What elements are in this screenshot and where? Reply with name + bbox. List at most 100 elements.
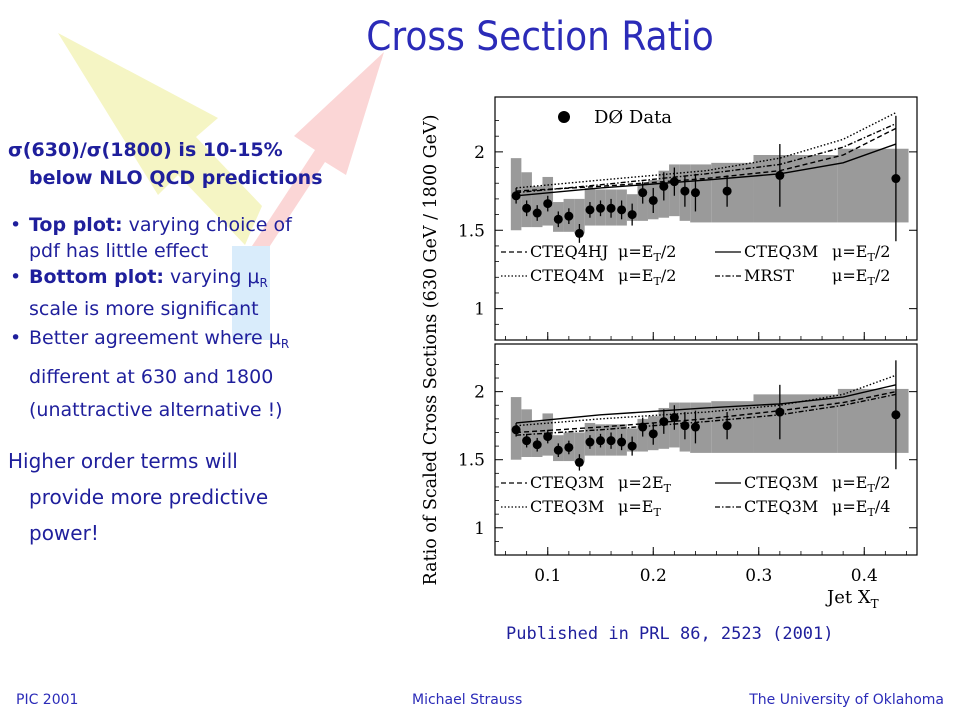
mu-r-subscript: R	[259, 276, 268, 290]
legend-label: MRST	[744, 266, 794, 285]
data-point	[543, 432, 553, 442]
data-point	[648, 195, 658, 205]
publication-reference: Published in PRL 86, 2523 (2001)	[506, 624, 834, 644]
bullet-top-plot-rest: varying choice of	[122, 214, 292, 236]
data-point	[617, 437, 627, 447]
legend-mu-subscript: T	[653, 275, 661, 288]
legend-label: CTEQ4M	[530, 266, 604, 285]
x-tick-label: 0.3	[745, 566, 772, 586]
data-point	[574, 228, 584, 238]
data-point	[511, 425, 521, 435]
x-tick-label: 0.4	[851, 566, 878, 586]
bullet-bottom-plot: Bottom plot: varying μR scale is more si…	[8, 264, 408, 322]
systematic-band-bin	[711, 401, 754, 453]
y-tick-label: 2	[474, 383, 485, 403]
data-point	[553, 214, 563, 224]
systematic-band-bin	[837, 148, 909, 223]
legend-mu-subscript: T	[653, 251, 661, 264]
legend-mu-subscript: T	[867, 275, 875, 288]
higher-line-3: power!	[29, 521, 99, 545]
data-point	[627, 210, 637, 220]
data-point	[690, 422, 700, 432]
legend-label: CTEQ3M	[530, 497, 604, 516]
left-text-column: σ(630)/σ(1800) is 10-15% below NLO QCD p…	[8, 136, 408, 551]
legend-mu-tail: /4	[875, 497, 891, 516]
footer-conference: PIC 2001	[16, 692, 79, 708]
data-point	[638, 422, 648, 432]
legend-mu: μ=ET/2	[832, 266, 890, 288]
point-sigma-ratio: σ(630)/σ(1800) is 10-15% below NLO QCD p…	[8, 136, 408, 192]
y-axis-label: Ratio of Scaled Cross Sections (630 GeV …	[421, 115, 441, 586]
data-point	[543, 199, 553, 209]
bullet-better-agreement-line2: different at 630 and 1800	[29, 366, 274, 388]
data-point	[680, 186, 690, 196]
x-axis-label: Jet XT	[825, 587, 879, 611]
y-tick-label: 1.5	[458, 451, 485, 471]
data-point	[596, 203, 605, 213]
legend-mu-tail: /2	[661, 242, 677, 261]
data-point	[617, 205, 627, 215]
higher-line-2: provide more predictive	[29, 485, 269, 509]
data-point	[638, 188, 648, 198]
theory-curve-dashed	[516, 390, 897, 434]
theory-curve-dashdot	[516, 123, 897, 194]
data-point	[659, 181, 669, 191]
legend-mu: μ=ET/2	[832, 473, 890, 495]
legend-mu-tail: /2	[875, 242, 891, 261]
data-point	[606, 436, 616, 446]
bullet-better-agreement-text: Better agreement where μ	[29, 327, 281, 349]
higher-order-note: Higher order terms will provide more pre…	[8, 443, 408, 551]
bullet-bottom-plot-rest: varying μ	[164, 266, 260, 288]
slide-title: Cross Section Ratio	[366, 14, 714, 60]
legend-data-marker	[558, 111, 570, 123]
data-point	[669, 413, 679, 423]
data-point	[585, 205, 595, 215]
theory-curve-dotted	[516, 374, 897, 427]
data-point	[553, 445, 563, 455]
data-point	[564, 211, 574, 221]
data-point	[690, 188, 700, 198]
bullet-top-plot: Top plot: varying choice of pdf has litt…	[8, 212, 408, 264]
legend-mu: μ=ET/4	[832, 497, 890, 519]
y-tick-label: 1	[474, 519, 485, 539]
legend-label: CTEQ3M	[744, 473, 818, 492]
legend-mu-subscript: T	[664, 482, 672, 495]
legend-label: CTEQ3M	[744, 242, 818, 261]
systematic-band-bin	[521, 172, 532, 228]
plot-frame-top	[494, 96, 918, 341]
yellow-arrow-shape	[58, 33, 262, 245]
bullet-better-agreement-line3: (unattractive alternative !)	[29, 399, 283, 421]
data-point	[532, 440, 542, 450]
y-tick-label: 2	[474, 143, 485, 163]
data-point	[669, 177, 679, 187]
data-point	[775, 170, 785, 180]
data-point	[564, 442, 574, 452]
bullet-top-plot-line2: pdf has little effect	[29, 240, 209, 262]
x-tick-label: 0.2	[640, 566, 667, 586]
plot-frame-bottom	[494, 343, 918, 556]
data-point	[680, 421, 690, 431]
higher-line-1: Higher order terms will	[8, 449, 238, 473]
data-point	[627, 441, 637, 451]
theory-curve-dashed	[516, 127, 897, 192]
theory-curve-dashdot	[516, 393, 897, 436]
footer-institution: The University of Oklahoma	[749, 692, 944, 708]
legend-mu-subscript: T	[867, 506, 875, 519]
systematic-band-bin	[753, 155, 838, 223]
bullet-bottom-plot-line2: scale is more significant	[29, 298, 259, 320]
legend-mu: μ=2ET	[618, 473, 672, 495]
data-point	[891, 410, 901, 420]
point-line-2: below NLO QCD predictions	[29, 167, 323, 189]
legend-label: CTEQ3M	[744, 497, 818, 516]
bullet-list: Top plot: varying choice of pdf has litt…	[8, 212, 408, 427]
x-axis-label-subscript: T	[871, 597, 879, 611]
legend-mu: μ=ET	[618, 497, 661, 519]
data-point	[585, 437, 595, 447]
pink-arrow-shape	[252, 52, 384, 258]
data-point	[659, 417, 669, 427]
data-point	[574, 457, 584, 467]
legend-mu: μ=ET/2	[618, 266, 676, 288]
legend-mu-subscript: T	[653, 506, 661, 519]
y-tick-label: 1.5	[458, 221, 485, 241]
legend-mu: μ=ET/2	[618, 242, 676, 264]
